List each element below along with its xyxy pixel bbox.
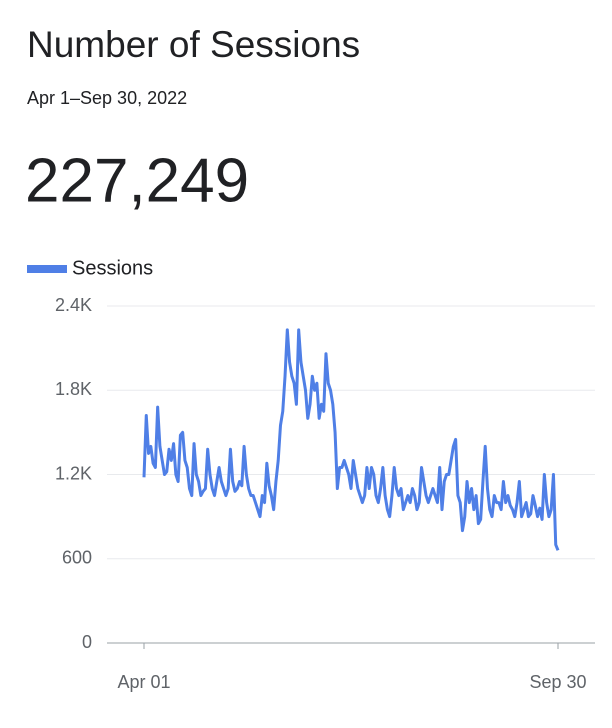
y-tick-label: 600 xyxy=(62,548,92,568)
y-tick-label: 2.4K xyxy=(55,295,92,315)
legend-label: Sessions xyxy=(72,257,153,279)
total: 227,249 xyxy=(25,146,249,215)
date-range: Apr 1–Sep 30, 2022 xyxy=(27,88,187,108)
legend-swatch xyxy=(27,265,67,273)
y-tick-label: 1.8K xyxy=(55,379,92,399)
x-tick-label: Sep 30 xyxy=(529,672,586,692)
title: Number of Sessions xyxy=(27,24,360,65)
y-tick-label: 1.2K xyxy=(55,463,92,483)
x-tick-label: Apr 01 xyxy=(117,672,170,692)
y-tick-label: 0 xyxy=(82,632,92,652)
line xyxy=(142,328,560,551)
